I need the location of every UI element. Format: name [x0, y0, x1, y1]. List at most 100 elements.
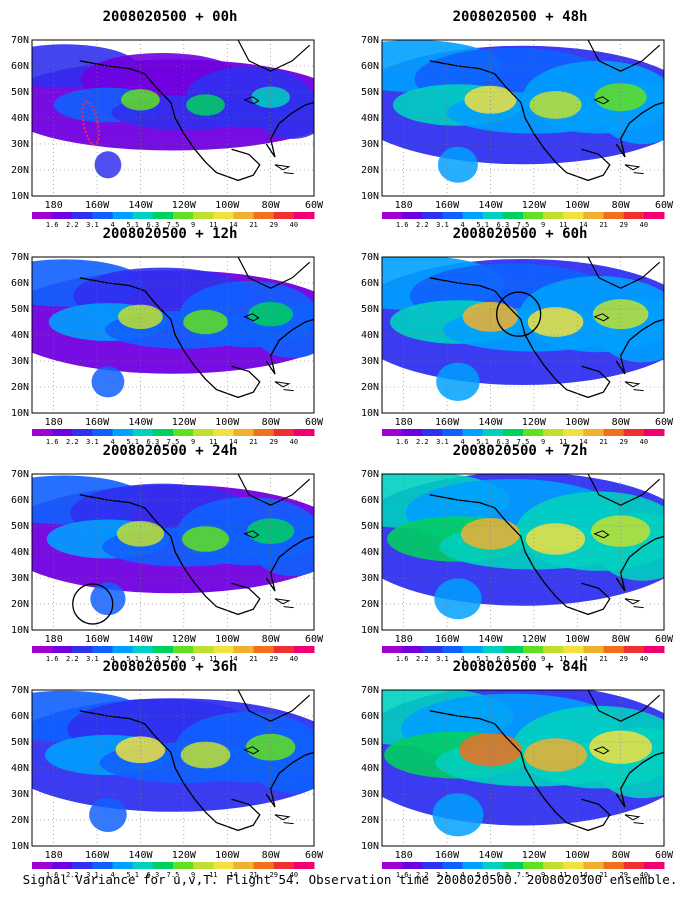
colorbar-swatch [173, 429, 194, 436]
coastline [237, 257, 311, 289]
colorbar-label: 9 [541, 438, 545, 446]
coastline [237, 40, 311, 72]
colorbar-swatch [563, 212, 584, 219]
colorbar-label: 29 [619, 438, 627, 446]
colorbar-swatch [112, 646, 134, 653]
colorbar-label: 2.2 [66, 655, 79, 663]
colorbar-label: 21 [249, 221, 257, 229]
plot-frame [31, 689, 315, 847]
colorbar-label: 14 [229, 221, 237, 229]
colorbar-label: 5.1 [126, 871, 139, 879]
flight-track [81, 100, 100, 146]
map-panel: 2008020500 + 12h 70N 60N 50N 40N 30N 20N 10N 180… [0, 225, 340, 446]
colorbar-swatch [623, 212, 645, 219]
colorbar-swatch [273, 646, 295, 653]
colorbar-label: 5.1 [476, 655, 489, 663]
lon-tick-label: 140W [478, 850, 503, 861]
panel-title: 2008020500 + 60h [452, 226, 588, 242]
lon-tick-label: 80W [612, 200, 631, 211]
colorbar-label: 29 [619, 871, 627, 879]
colorbar-swatch [132, 429, 154, 436]
colorbar-swatch [253, 429, 275, 436]
lat-tick-label: 10N [361, 191, 379, 202]
lon-tick-label: 140W [128, 200, 153, 211]
colorbar-swatch [92, 646, 114, 653]
lon-tick-label: 60W [655, 634, 674, 645]
panel-title: 2008020500 + 72h [452, 443, 588, 459]
colorbar-label: 1.6 [396, 221, 409, 229]
lon-tick-label: 80W [262, 200, 281, 211]
colorbar-label: 21 [249, 655, 257, 663]
lat-tick-label: 30N [361, 356, 379, 367]
colorbar-swatch [502, 429, 524, 436]
lon-tick-label: 120W [172, 634, 197, 645]
colorbar-swatch [92, 212, 114, 219]
lon-tick-label: 80W [262, 850, 281, 861]
lat-tick-label: 30N [11, 139, 29, 150]
colorbar-label: 3.1 [436, 871, 449, 879]
map-panel: 2008020500 + 60h 70N 60N 50N 40N 30N 20N 10N 180… [350, 225, 690, 446]
map-panel: 2008020500 + 72h 70N 60N 50N 40N 30N 20N 10N 180… [350, 442, 690, 663]
variance-maximum [464, 85, 517, 114]
variance-contour [94, 151, 122, 179]
colorbar-label: 14 [229, 438, 237, 446]
lon-tick-label: 160W [435, 634, 460, 645]
lon-tick-label: 80W [612, 634, 631, 645]
colorbar-label: 29 [269, 221, 277, 229]
colorbar-label: 11 [559, 871, 567, 879]
colorbar-swatch [643, 429, 665, 436]
colorbar-label: 6.3 [497, 221, 510, 229]
variance-maximum [529, 91, 582, 119]
lon-tick-label: 180 [395, 634, 413, 645]
colorbar-label: 14 [229, 871, 237, 879]
colorbar-swatch [422, 646, 443, 653]
lat-tick-label: 60N [361, 495, 379, 506]
lon-tick-label: 180 [395, 200, 413, 211]
colorbar-swatch [193, 212, 214, 219]
colorbar-label: 1.6 [46, 655, 59, 663]
colorbar-label: 2.2 [66, 221, 79, 229]
lon-tick-label: 180 [45, 634, 63, 645]
colorbar-swatch [293, 212, 315, 219]
colorbar-label: 14 [579, 871, 587, 879]
colorbar-label: 11 [209, 655, 217, 663]
colorbar-label: 3.1 [86, 871, 99, 879]
colorbar-swatch [502, 862, 524, 869]
colorbar-swatch [442, 212, 464, 219]
lon-tick-label: 100W [215, 850, 240, 861]
lon-tick-label: 100W [565, 850, 590, 861]
variance-maximum [115, 736, 166, 764]
colorbar-label: 11 [209, 438, 217, 446]
colorbar-label: 3.1 [436, 655, 449, 663]
colorbar-swatch [623, 862, 645, 869]
colorbar-label: 40 [640, 438, 648, 446]
colorbar-label: 3.1 [436, 221, 449, 229]
lat-tick-label: 70N [361, 685, 379, 696]
colorbar-swatch [402, 862, 423, 869]
coastline [587, 690, 661, 722]
colorbar-label: 6.3 [147, 655, 160, 663]
lon-tick-label: 100W [565, 634, 590, 645]
colorbar-label: 3.1 [86, 438, 99, 446]
map-plot: 70N 60N 50N 40N 30N 20N 10N 180 160W 140W 120W 100W… [11, 35, 324, 229]
lat-tick-label: 40N [11, 763, 29, 774]
lat-tick-label: 50N [361, 304, 379, 315]
colorbar-label: 9 [541, 221, 545, 229]
variance-maximum [180, 741, 231, 769]
colorbar-swatch [382, 646, 403, 653]
colorbar-label: 14 [579, 655, 587, 663]
lat-tick-label: 40N [11, 547, 29, 558]
figure-caption: Signal Variance for u,v,T. Flight 54. Ob… [22, 872, 678, 887]
colorbar-swatch [32, 429, 53, 436]
colorbar-swatch [543, 862, 564, 869]
colorbar-swatch [603, 862, 625, 869]
colorbar-swatch [623, 646, 645, 653]
plot-frame [381, 39, 665, 197]
lat-tick-label: 70N [361, 252, 379, 263]
lat-tick-label: 60N [11, 278, 29, 289]
variance-maximum [462, 301, 519, 332]
colorbar-swatch [173, 212, 194, 219]
coastline [237, 690, 311, 722]
colorbar-swatch [152, 212, 174, 219]
colorbar-swatch [563, 429, 584, 436]
